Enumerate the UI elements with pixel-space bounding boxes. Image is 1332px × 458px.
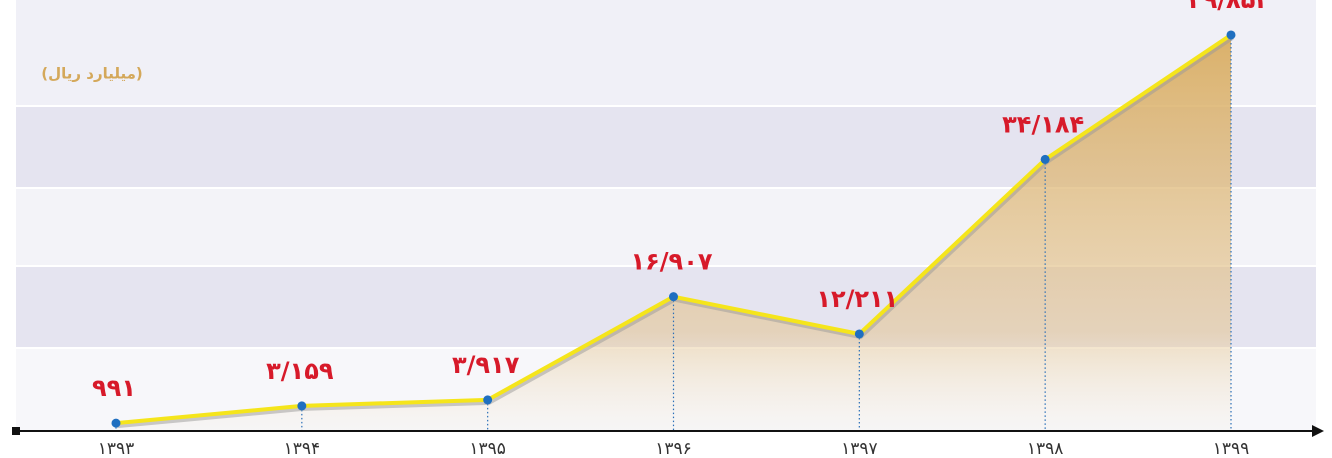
x-tick-label: ۱۳۹۹ xyxy=(1213,439,1250,458)
data-label: ۱۲/۲۱۱ xyxy=(816,285,898,313)
plot: ۹۹۱ ۳/۱۵۹ ۳/۹۱۷ ۱۶/۹۰۷ ۱۲/۲۱۱ ۳۴/۱۸۴ ۴۹/۸۵۲ xyxy=(92,0,1270,432)
point xyxy=(854,329,864,339)
point xyxy=(1040,154,1050,164)
x-tick-label: ۱۳۹۵ xyxy=(469,439,506,458)
x-tick-label: ۱۳۹۳ xyxy=(98,439,135,458)
point xyxy=(483,395,493,405)
data-label: ۱۶/۹۰۷ xyxy=(630,248,712,276)
axis-start xyxy=(12,427,20,435)
data-label: ۹۹۱ xyxy=(92,374,136,402)
band xyxy=(16,0,1316,105)
data-label: ۳۴/۱۸۴ xyxy=(1002,110,1084,138)
area xyxy=(116,34,1231,432)
point xyxy=(1226,30,1236,40)
data-label: ۳/۹۱۷ xyxy=(452,351,520,379)
x-tick-label: ۱۳۹۶ xyxy=(655,439,692,458)
data-label: ۳/۱۵۹ xyxy=(266,357,334,385)
point xyxy=(111,418,121,428)
data-label: ۴۹/۸۵۲ xyxy=(1188,0,1270,14)
axis-arrow xyxy=(1312,425,1324,437)
x-tick-label: ۱۳۹۷ xyxy=(841,439,878,458)
point xyxy=(669,292,678,302)
y-axis-label: (میلیارد ریال) xyxy=(41,65,142,83)
point xyxy=(297,401,307,411)
x-tick-label: ۱۳۹۴ xyxy=(284,439,321,458)
x-tick-label: ۱۳۹۸ xyxy=(1027,439,1064,458)
